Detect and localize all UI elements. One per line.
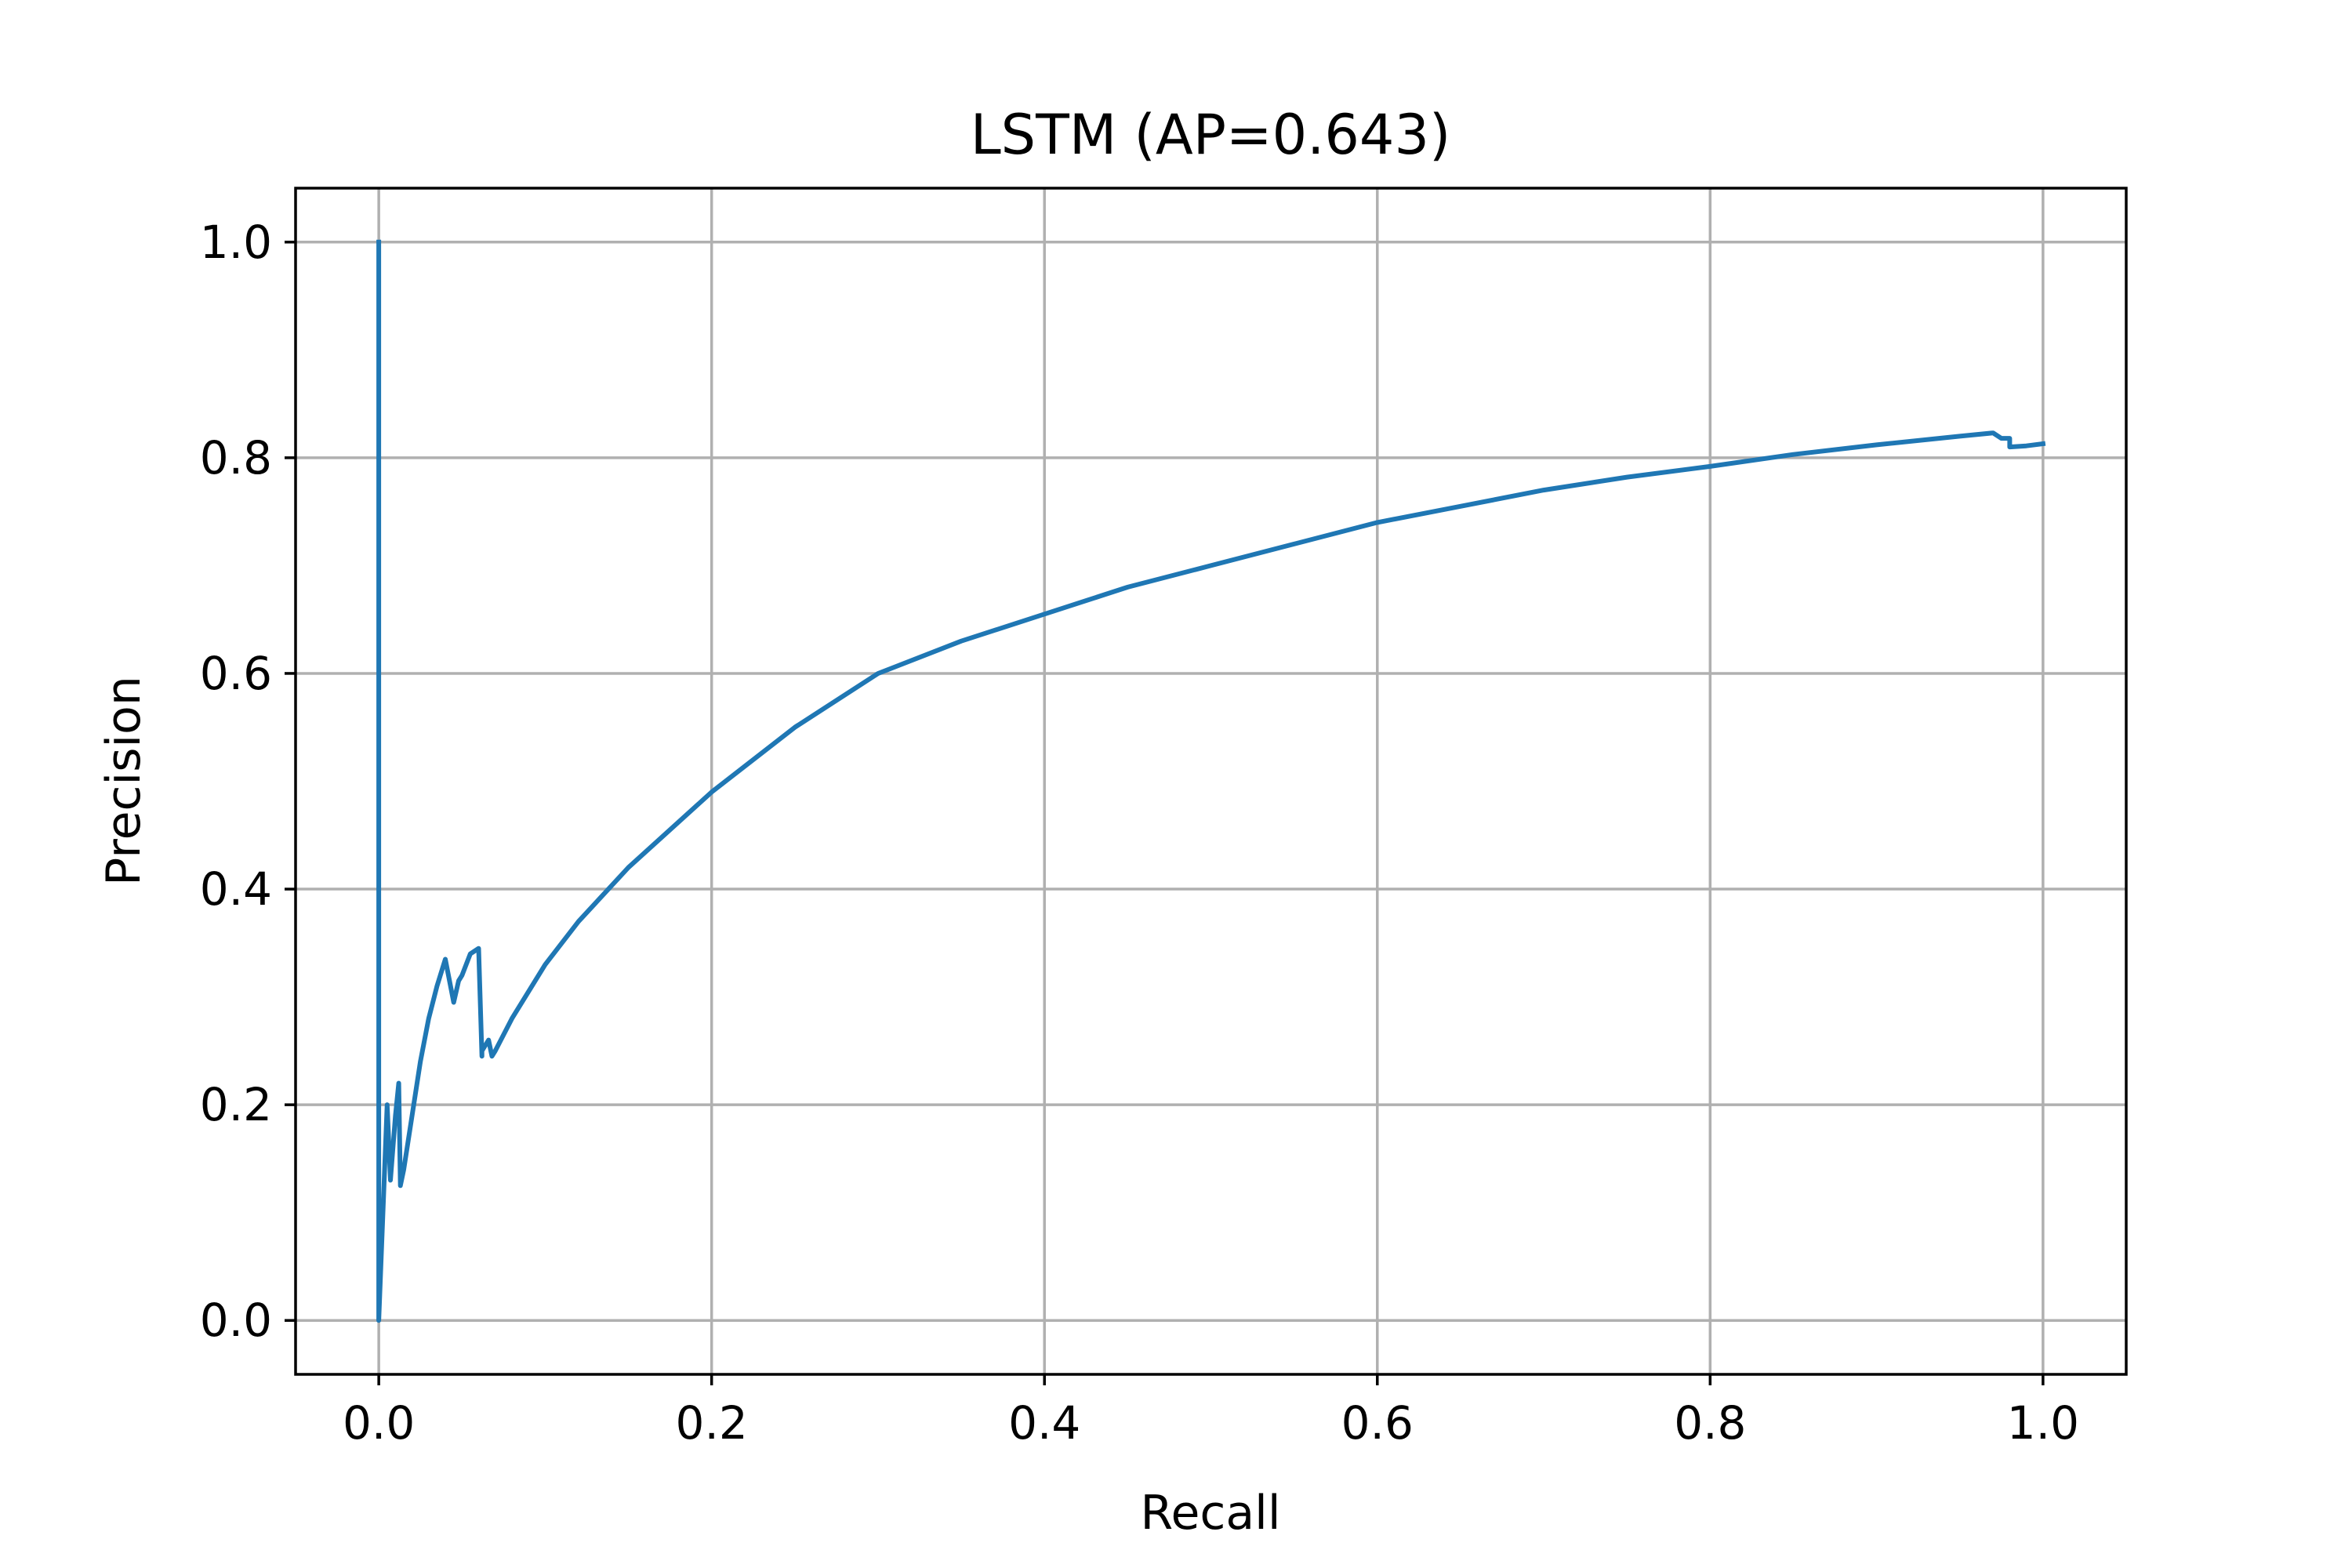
y-tick-label: 0.8 <box>200 431 272 485</box>
x-tick-label: 0.2 <box>676 1396 748 1450</box>
grid-layer <box>296 188 2126 1374</box>
x-tick-label: 0.8 <box>1674 1396 1746 1450</box>
y-tick-label: 0.6 <box>200 647 272 700</box>
y-tick-label: 0.4 <box>200 862 272 916</box>
line-layer <box>376 239 2046 1323</box>
y-tick-label: 1.0 <box>200 216 272 269</box>
x-tick-label: 0.0 <box>343 1396 415 1450</box>
y-tick-label: 0.2 <box>200 1078 272 1131</box>
tick-layer: 0.0 0.2 0.4 0.6 0.8 1.0 0.0 0.2 0.4 0.6 0.8 1.0 <box>200 216 2079 1450</box>
x-tick-label: 1.0 <box>2007 1396 2079 1450</box>
chart-title: LSTM (AP=0.643) <box>971 103 1451 167</box>
pr-curve-line <box>376 239 2046 1323</box>
y-tick-label: 0.0 <box>200 1294 272 1347</box>
plot-frame <box>294 187 2128 1376</box>
x-tick-label: 0.4 <box>1008 1396 1080 1450</box>
x-tick-label: 0.6 <box>1341 1396 1414 1450</box>
y-axis-title: Precision <box>96 676 151 886</box>
x-axis-title: Recall <box>1140 1486 1280 1541</box>
